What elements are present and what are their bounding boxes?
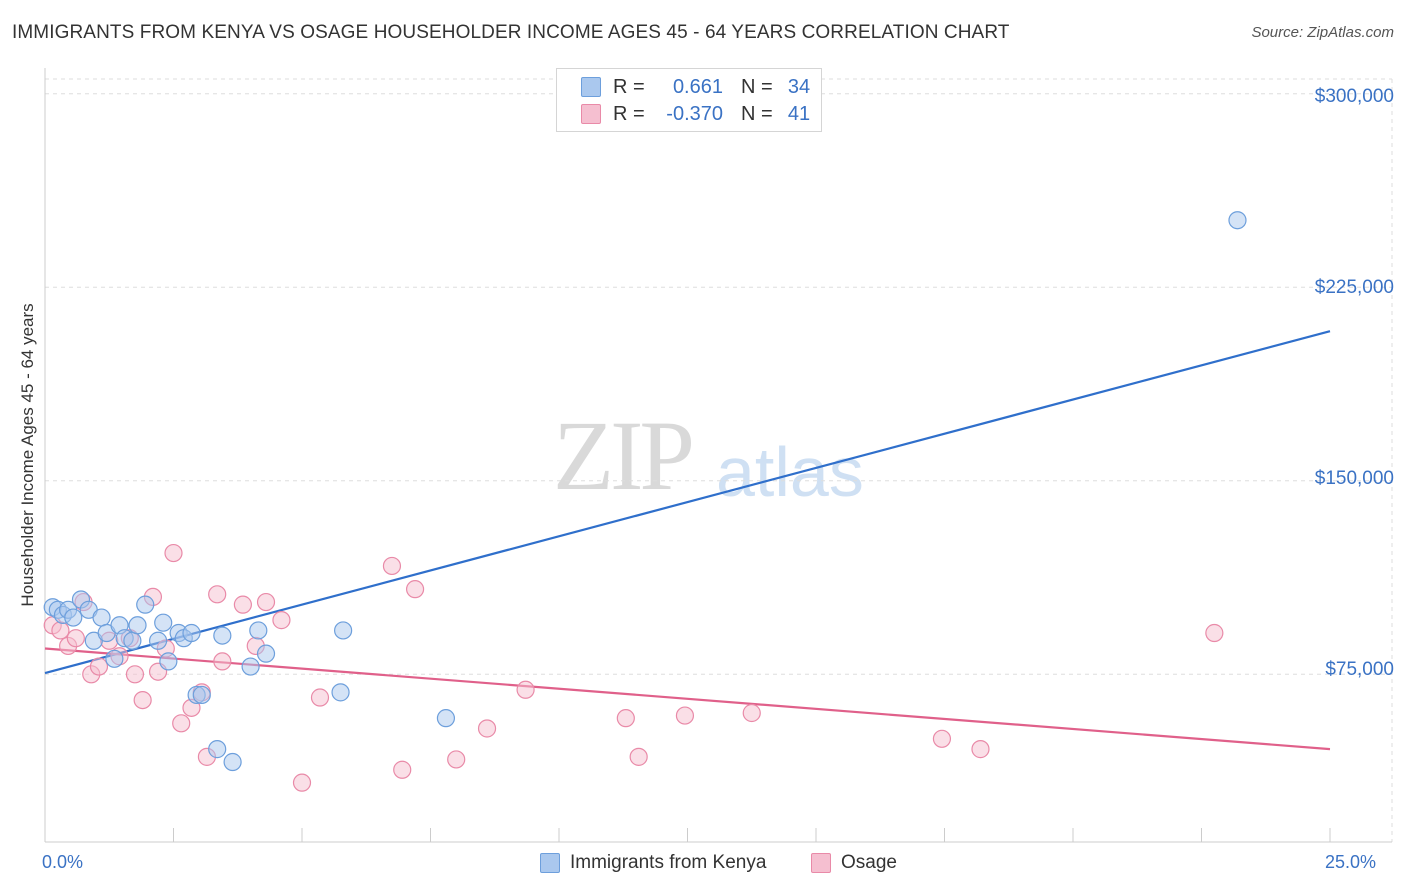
trend-line-kenya bbox=[44, 330, 1331, 675]
data-point-osage bbox=[208, 585, 227, 604]
legend-r-value: -0.370 bbox=[666, 102, 723, 125]
data-point-kenya bbox=[148, 631, 168, 650]
legend-n-label: N = bbox=[741, 75, 773, 98]
legend-row-kenya: R = 0.661 N = 34 bbox=[557, 74, 819, 100]
data-point-osage bbox=[629, 747, 648, 766]
data-point-osage bbox=[125, 665, 145, 684]
data-point-osage bbox=[742, 703, 761, 723]
trend-lines bbox=[44, 330, 1331, 751]
data-point-osage bbox=[616, 709, 635, 728]
series-legend-swatch-pink bbox=[811, 853, 831, 873]
y-tick-label-300000: $300,000 bbox=[1314, 86, 1394, 107]
data-point-osage bbox=[675, 706, 695, 725]
legend-n-value: 41 bbox=[787, 102, 811, 125]
data-point-osage bbox=[172, 714, 191, 733]
legend-n-label: N = bbox=[741, 102, 773, 125]
data-point-osage bbox=[272, 611, 291, 630]
data-point-kenya bbox=[136, 595, 155, 614]
legend-r-label: R = bbox=[613, 102, 645, 125]
data-point-osage bbox=[393, 760, 412, 779]
data-point-kenya bbox=[1228, 211, 1247, 230]
legend-swatch-blue bbox=[581, 77, 601, 97]
data-point-kenya bbox=[256, 644, 276, 663]
data-point-kenya bbox=[154, 613, 173, 632]
y-tick-label-75000: $75,000 bbox=[1325, 659, 1394, 680]
data-point-kenya bbox=[331, 683, 350, 702]
data-point-osage bbox=[932, 729, 952, 748]
data-point-osage bbox=[66, 629, 85, 648]
data-point-osage bbox=[405, 580, 425, 599]
legend-r-value: 0.661 bbox=[672, 75, 723, 98]
data-point-osage bbox=[164, 543, 183, 563]
legend-swatch-pink bbox=[581, 104, 601, 124]
data-point-kenya bbox=[213, 626, 232, 645]
y-tick-label-150000: $150,000 bbox=[1314, 468, 1394, 489]
data-point-kenya bbox=[192, 685, 211, 705]
watermark-zip: ZIP bbox=[553, 400, 695, 511]
x-tick-label-max: 25.0% bbox=[1325, 852, 1377, 872]
data-point-osage bbox=[971, 740, 990, 759]
y-axis-label: Householder Income Ages 45 - 64 years bbox=[18, 303, 37, 607]
data-point-osage bbox=[1205, 623, 1224, 643]
data-point-kenya bbox=[159, 652, 178, 671]
data-point-kenya bbox=[249, 621, 268, 640]
data-points bbox=[43, 211, 1247, 792]
data-point-osage bbox=[447, 750, 466, 769]
data-point-osage bbox=[256, 592, 276, 612]
data-point-osage bbox=[133, 690, 152, 710]
data-point-osage bbox=[292, 773, 312, 792]
legend-r-label: R = bbox=[613, 75, 645, 98]
trend-line-osage bbox=[44, 647, 1331, 751]
data-point-osage bbox=[213, 652, 232, 671]
data-point-osage bbox=[382, 556, 402, 576]
data-point-kenya bbox=[208, 740, 227, 759]
data-point-kenya bbox=[123, 631, 142, 650]
data-point-kenya bbox=[241, 657, 260, 676]
legend-row-osage: R = -0.370 N = 41 bbox=[557, 101, 819, 127]
chart-title: IMMIGRANTS FROM KENYA VS OSAGE HOUSEHOLD… bbox=[12, 22, 1010, 43]
axes bbox=[44, 68, 1392, 843]
series-legend-label: Osage bbox=[841, 852, 897, 873]
data-point-kenya bbox=[105, 649, 124, 668]
series-legend-label: Immigrants from Kenya bbox=[570, 852, 767, 873]
data-point-kenya bbox=[92, 608, 111, 627]
data-point-kenya bbox=[182, 623, 201, 643]
grid-lines bbox=[45, 78, 1393, 842]
legend-n-value: 34 bbox=[787, 75, 811, 98]
data-point-kenya bbox=[128, 616, 147, 635]
correlation-legend: R = 0.661 N = 34 R = -0.370 N = 41 bbox=[556, 68, 822, 132]
data-point-osage bbox=[89, 657, 109, 676]
data-point-osage bbox=[233, 595, 252, 614]
data-point-osage bbox=[51, 621, 70, 640]
y-tick-label-225000: $225,000 bbox=[1314, 277, 1394, 298]
data-point-kenya bbox=[223, 752, 242, 772]
series-legend-osage[interactable]: Osage bbox=[811, 852, 897, 874]
data-point-osage bbox=[310, 688, 330, 707]
data-point-osage bbox=[516, 680, 535, 699]
watermark-atlas: atlas bbox=[716, 433, 864, 511]
data-point-kenya bbox=[334, 621, 353, 640]
series-legend-kenya[interactable]: Immigrants from Kenya bbox=[540, 852, 766, 874]
data-point-kenya bbox=[436, 709, 456, 728]
data-point-kenya bbox=[64, 608, 83, 627]
series-legend-swatch-blue bbox=[540, 853, 560, 873]
data-point-osage bbox=[477, 719, 497, 738]
source-credit: Source: ZipAtlas.com bbox=[1251, 24, 1394, 41]
x-tick-label-min: 0.0% bbox=[42, 852, 84, 872]
